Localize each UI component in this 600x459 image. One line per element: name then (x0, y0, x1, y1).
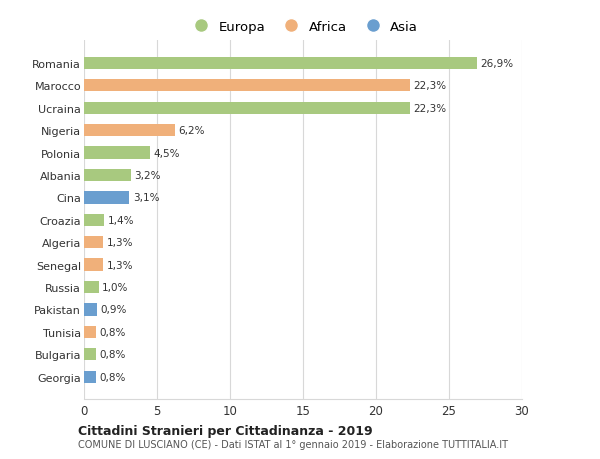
Bar (84, 214, 104, 226)
Bar (84, 348, 95, 361)
Text: 0,8%: 0,8% (100, 350, 126, 359)
Bar (84, 326, 95, 338)
Bar (84, 236, 103, 249)
Text: 4,5%: 4,5% (154, 148, 180, 158)
Text: COMUNE DI LUSCIANO (CE) - Dati ISTAT al 1° gennaio 2019 - Elaborazione TUTTITALI: COMUNE DI LUSCIANO (CE) - Dati ISTAT al … (78, 440, 508, 449)
Text: Cittadini Stranieri per Cittadinanza - 2019: Cittadini Stranieri per Cittadinanza - 2… (78, 424, 373, 437)
Text: 1,3%: 1,3% (107, 238, 133, 248)
Text: 3,1%: 3,1% (133, 193, 160, 203)
Bar (84, 102, 410, 115)
Text: 0,8%: 0,8% (100, 327, 126, 337)
Text: 6,2%: 6,2% (178, 126, 205, 136)
Bar (84, 57, 477, 70)
Text: 1,4%: 1,4% (108, 215, 134, 225)
Bar (84, 371, 95, 383)
Bar (84, 192, 129, 204)
Text: 26,9%: 26,9% (481, 59, 514, 69)
Legend: Europa, Africa, Asia: Europa, Africa, Asia (182, 16, 424, 39)
Text: 3,2%: 3,2% (134, 171, 161, 180)
Bar (84, 80, 410, 92)
Bar (84, 125, 175, 137)
Text: 22,3%: 22,3% (413, 103, 446, 113)
Bar (84, 304, 97, 316)
Text: 0,9%: 0,9% (101, 305, 127, 315)
Bar (84, 169, 131, 182)
Text: 22,3%: 22,3% (413, 81, 446, 91)
Bar (84, 259, 103, 271)
Text: 1,0%: 1,0% (102, 282, 128, 292)
Bar (84, 147, 150, 159)
Text: 0,8%: 0,8% (100, 372, 126, 382)
Text: 1,3%: 1,3% (107, 260, 133, 270)
Bar (84, 281, 98, 294)
